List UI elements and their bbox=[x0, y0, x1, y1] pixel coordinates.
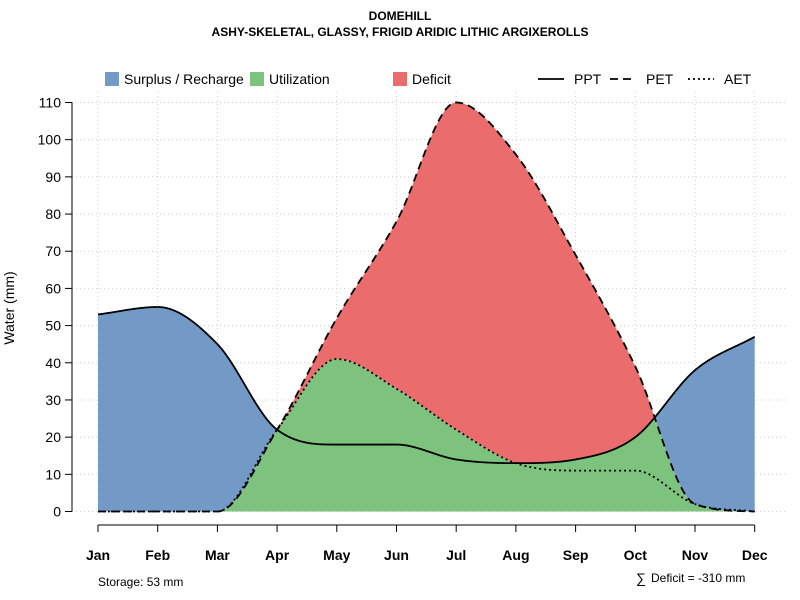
surplus-recharge-area bbox=[98, 102, 755, 512]
x-tick-label: Oct bbox=[624, 547, 648, 563]
y-tick-label: 80 bbox=[45, 206, 61, 222]
x-tick-label: Jun bbox=[384, 547, 409, 563]
y-tick-label: 20 bbox=[45, 429, 61, 445]
x-tick-label: Nov bbox=[682, 547, 709, 563]
chart-subtitle: ASHY-SKELETAL, GLASSY, FRIGID ARIDIC LIT… bbox=[212, 25, 589, 39]
y-tick-label: 70 bbox=[45, 243, 61, 259]
y-tick-label: 90 bbox=[45, 169, 61, 185]
utilization-area bbox=[98, 359, 755, 512]
series-line-ppt bbox=[97, 306, 756, 465]
axes: 0 10 20 30 40 50 60 70 80 90 100 110 Jan Feb Mar Apr May… bbox=[38, 95, 768, 564]
legend-label: Surplus / Recharge bbox=[124, 71, 244, 87]
legend-swatch bbox=[250, 72, 264, 86]
legend-item-aet: AET bbox=[688, 71, 752, 87]
y-tick-label: 60 bbox=[45, 280, 61, 296]
y-tick-label: 100 bbox=[38, 132, 62, 148]
legend-swatch bbox=[393, 72, 407, 86]
deficit-area bbox=[98, 102, 755, 512]
x-tick-label: May bbox=[323, 547, 350, 563]
x-tick-label: Dec bbox=[742, 547, 768, 563]
legend-item-pet: PET bbox=[610, 71, 674, 87]
legend-item-ppt: PPT bbox=[538, 71, 602, 87]
y-tick-label: 40 bbox=[45, 355, 61, 371]
legend-label: PPT bbox=[574, 71, 602, 87]
x-tick-label: Feb bbox=[145, 547, 170, 563]
legend-label: Deficit bbox=[412, 71, 451, 87]
x-tick-label: Aug bbox=[502, 547, 529, 563]
y-tick-label: 30 bbox=[45, 392, 61, 408]
storage-note: Storage: 53 mm bbox=[98, 575, 183, 589]
series-line-aet bbox=[98, 358, 755, 513]
y-tick-label: 10 bbox=[45, 466, 61, 482]
legend-swatch bbox=[105, 72, 119, 86]
legend-item-deficit: Deficit bbox=[393, 71, 451, 87]
legend-label: Utilization bbox=[269, 71, 330, 87]
series-lines bbox=[97, 101, 756, 513]
y-tick-label: 0 bbox=[53, 504, 61, 520]
series-line-pet bbox=[98, 101, 755, 513]
y-axis-label: Water (mm) bbox=[1, 271, 17, 344]
legend-item-surplus: Surplus / Recharge bbox=[105, 71, 244, 87]
area-fills bbox=[98, 102, 755, 512]
x-tick-label: Jan bbox=[86, 547, 110, 563]
x-tick-label: Sep bbox=[563, 547, 589, 563]
deficit-note: Deficit = -310 mm bbox=[651, 571, 745, 585]
legend: Surplus / Recharge Utilization Deficit PPT P… bbox=[105, 71, 752, 87]
x-tick-label: Jul bbox=[446, 547, 466, 563]
legend-item-utilization: Utilization bbox=[250, 71, 330, 87]
y-tick-label: 50 bbox=[45, 318, 61, 334]
y-tick-label: 110 bbox=[39, 95, 62, 111]
legend-label: PET bbox=[646, 71, 674, 87]
x-tick-label: Mar bbox=[205, 547, 230, 563]
x-tick-label: Apr bbox=[265, 547, 290, 563]
legend-label: AET bbox=[724, 71, 752, 87]
chart-title: DOMEHILL bbox=[369, 9, 432, 23]
sum-symbol-icon: ∑ bbox=[636, 570, 646, 586]
